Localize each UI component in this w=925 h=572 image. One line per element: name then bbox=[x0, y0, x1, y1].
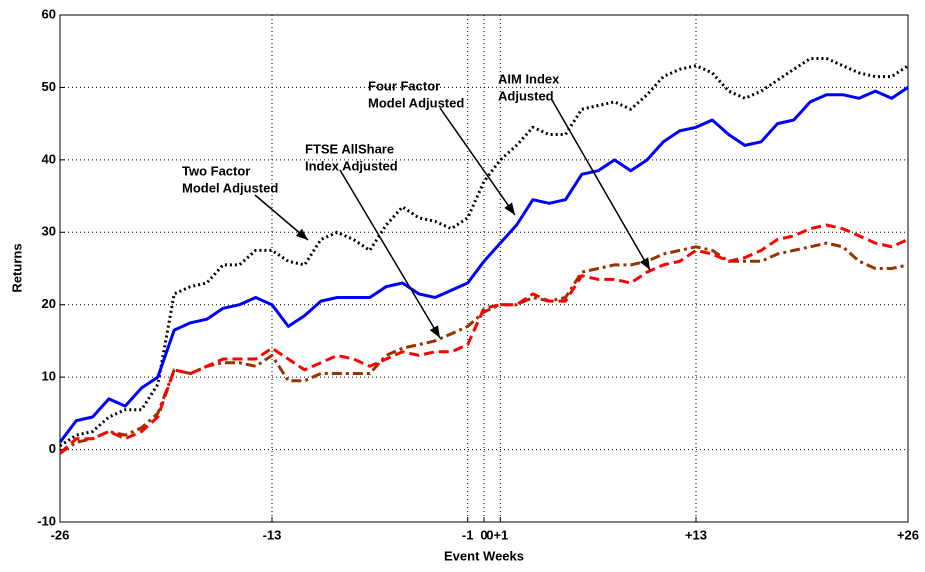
annotation-arrow bbox=[551, 99, 651, 271]
annotation: Four Factor bbox=[368, 78, 440, 93]
y-tick-label: 40 bbox=[42, 151, 56, 166]
line-series bbox=[59, 57, 909, 448]
x-tick-label: -13 bbox=[263, 527, 282, 542]
x-tick-label: +13 bbox=[685, 527, 707, 542]
plot-frame bbox=[59, 14, 909, 523]
y-tick-label: 20 bbox=[42, 296, 56, 311]
annotation: Model Adjusted bbox=[182, 180, 278, 195]
annotation-arrow bbox=[439, 107, 516, 216]
y-tick-label: 60 bbox=[42, 6, 56, 21]
y-axis-title: Returns bbox=[9, 243, 24, 292]
annotation: Index Adjusted bbox=[305, 158, 398, 173]
annotation-arrow bbox=[254, 194, 309, 241]
annotation: Adjusted bbox=[498, 88, 554, 103]
x-tick-label: -1 bbox=[462, 527, 474, 542]
annotation-arrow bbox=[339, 169, 441, 339]
y-tick-label: 0 bbox=[49, 441, 56, 456]
y-tick-label: 30 bbox=[42, 224, 56, 239]
line-series bbox=[58, 86, 909, 444]
x-tick-label: +26 bbox=[897, 527, 919, 542]
line-series bbox=[59, 241, 909, 455]
annotation: Model Adjusted bbox=[368, 95, 464, 110]
x-tick-label: 0+1 bbox=[486, 527, 508, 542]
annotation: FTSE AllShare bbox=[305, 141, 394, 156]
y-tick-label: 10 bbox=[42, 369, 56, 384]
y-tick-label: 50 bbox=[42, 79, 56, 94]
y-tick-label: -10 bbox=[37, 513, 56, 528]
x-axis-title: Event Weeks bbox=[444, 548, 524, 563]
x-tick-label: 0 bbox=[480, 527, 487, 542]
annotation: Two Factor bbox=[182, 163, 250, 178]
annotation: AIM Index bbox=[498, 71, 560, 86]
x-tick-label: -26 bbox=[51, 527, 70, 542]
